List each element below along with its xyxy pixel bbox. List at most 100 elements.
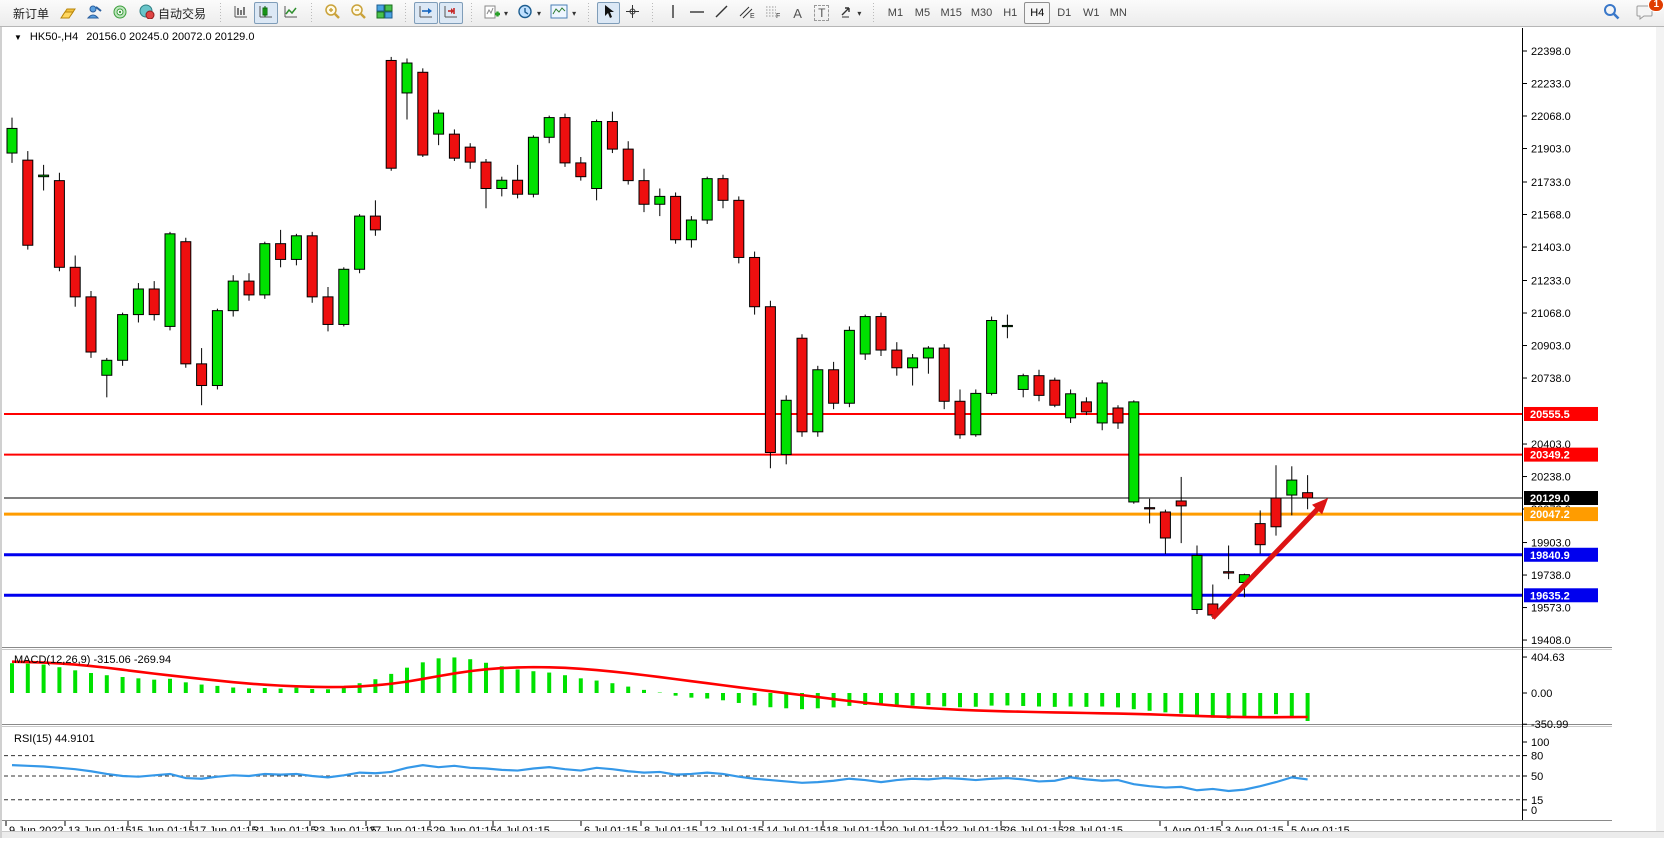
svg-text:21403.0: 21403.0 [1531,242,1571,254]
timeframe-m15-button[interactable]: M15 [940,7,962,19]
svg-text:20238.0: 20238.0 [1531,472,1571,484]
timeframe-d1-button[interactable]: D1 [1057,7,1072,19]
candlestick-chart-button[interactable] [254,2,279,24]
trendline-tool-button[interactable] [710,2,733,24]
line-chart-icon [283,4,299,22]
notifications-button[interactable]: 1 [1632,0,1664,24]
zoom-in-button[interactable] [320,2,345,24]
svg-text:21733.0: 21733.0 [1531,177,1571,189]
crosshair-icon [625,4,640,22]
main-toolbar: 新订单 自动交易 [0,0,1664,27]
dropdown-caret-icon: ▾ [504,8,509,18]
arrows-tool-button[interactable]: ▾ [834,2,865,24]
svg-text:21068.0: 21068.0 [1531,308,1571,320]
timeframe-m30-button[interactable]: M30 [970,7,993,19]
window-right-edge [1656,27,1664,838]
svg-text:19635.2: 19635.2 [1530,590,1570,602]
svg-text:21903.0: 21903.0 [1531,144,1571,156]
equidistant-channel-icon: E [738,4,755,22]
dropdown-caret-icon: ▾ [537,8,542,18]
svg-text:19573.0: 19573.0 [1531,603,1571,615]
templates-button[interactable]: ▾ [546,2,580,24]
chart-shift-icon [443,4,459,22]
timeframe-h4-button[interactable]: H4 [1024,2,1051,24]
svg-text:F: F [776,13,780,19]
vertical-line-tool-button[interactable] [661,2,684,24]
bar-chart-button[interactable] [229,2,253,24]
text-tool-button[interactable]: A [786,2,809,24]
bar-chart-icon [233,4,249,22]
svg-text:0: 0 [1531,805,1537,817]
macd-pane: 404.63 0.00 -350.99 [10,652,1568,731]
timeframe-w1-button[interactable]: W1 [1083,7,1100,19]
template-icon [550,4,568,22]
svg-text:19408.0: 19408.0 [1531,635,1571,647]
market-watch-button[interactable] [56,2,82,24]
arrow-objects-icon [838,4,853,22]
horizontal-lines[interactable] [4,412,1522,597]
text-tool-glyph: A [793,5,802,21]
svg-text:0.00: 0.00 [1531,688,1552,700]
toolbar-separator [871,3,877,23]
svg-text:21568.0: 21568.0 [1531,210,1571,222]
cursor-tool-button[interactable] [597,2,621,24]
chart-title: ▼ HK50-,H4 20156.0 20245.0 20072.0 20129… [14,31,254,43]
tile-windows-icon [376,4,393,22]
notification-badge: 1 [1648,0,1664,12]
dropdown-caret-icon: ▾ [857,8,862,18]
rsi-indicator-label: RSI(15) 44.9101 [14,733,95,745]
vertical-line-icon [668,4,678,22]
zoom-out-icon [350,3,367,23]
timeframe-mn-button[interactable]: MN [1109,7,1127,19]
pane-separators[interactable] [2,647,1612,821]
auto-trading-button[interactable]: 自动交易 [133,2,212,24]
chart-canvas[interactable]: 22398.0 22233.0 22068.0 21903.0 21733.0 21568… [2,27,1664,838]
status-strip [2,831,1664,838]
svg-text:19840.9: 19840.9 [1530,550,1570,562]
chart-ohlc-values: 20156.0 20245.0 20072.0 20129.0 [86,31,255,43]
crosshair-tool-button[interactable] [621,2,644,24]
chart-shift-button[interactable] [439,2,464,24]
svg-text:404.63: 404.63 [1531,652,1565,664]
gold-bar-icon [60,5,78,22]
chart-symbol-period: HK50-,H4 [29,31,79,43]
cursor-arrow-icon [602,4,615,22]
search-button[interactable] [1599,2,1624,24]
timeframe-h1-button[interactable]: H1 [1003,7,1018,19]
fibonacci-tool-button[interactable]: F [760,2,785,24]
indicators-icon [484,4,501,22]
expert-advisors-button[interactable] [83,2,107,24]
text-label-tool-button[interactable]: T [810,2,833,24]
toolbar-separator [469,3,475,23]
indicators-button[interactable]: ▾ [480,2,512,24]
dropdown-caret-icon: ▾ [572,8,577,18]
svg-text:19738.0: 19738.0 [1531,570,1571,582]
trend-arrow-annotation[interactable] [1210,498,1329,620]
toolbar-separator [218,3,224,23]
timeframe-m1-button[interactable]: M1 [887,7,904,19]
trendline-icon [714,4,729,22]
periods-button[interactable]: ▾ [513,2,545,24]
svg-text:100: 100 [1531,737,1549,749]
signals-button[interactable] [108,2,132,24]
toolbar-separator [586,3,592,23]
line-chart-button[interactable] [279,2,303,24]
macd-indicator-label: MACD(12,26,9) -315.06 -269.94 [14,654,172,666]
timeframe-m5-button[interactable]: M5 [914,7,931,19]
fibonacci-icon: F [764,4,781,22]
search-icon [1603,3,1620,23]
new-order-button[interactable]: 新订单 [7,2,55,24]
candlestick-chart-icon [258,4,274,22]
zoom-in-icon [324,3,341,23]
auto-scroll-button[interactable] [414,2,439,24]
svg-text:80: 80 [1531,751,1543,763]
horizontal-line-tool-button[interactable] [685,2,709,24]
rsi-pane: 100 80 50 150 [4,737,1549,817]
zoom-out-button[interactable] [346,2,371,24]
channel-tool-button[interactable]: E [734,2,759,24]
chart-window: 22398.0 22233.0 22068.0 21903.0 21733.0 21568… [0,27,1664,838]
toolbar-separator [403,3,409,23]
tile-windows-button[interactable] [372,2,397,24]
svg-text:22068.0: 22068.0 [1531,111,1571,123]
svg-text:20738.0: 20738.0 [1531,373,1571,385]
